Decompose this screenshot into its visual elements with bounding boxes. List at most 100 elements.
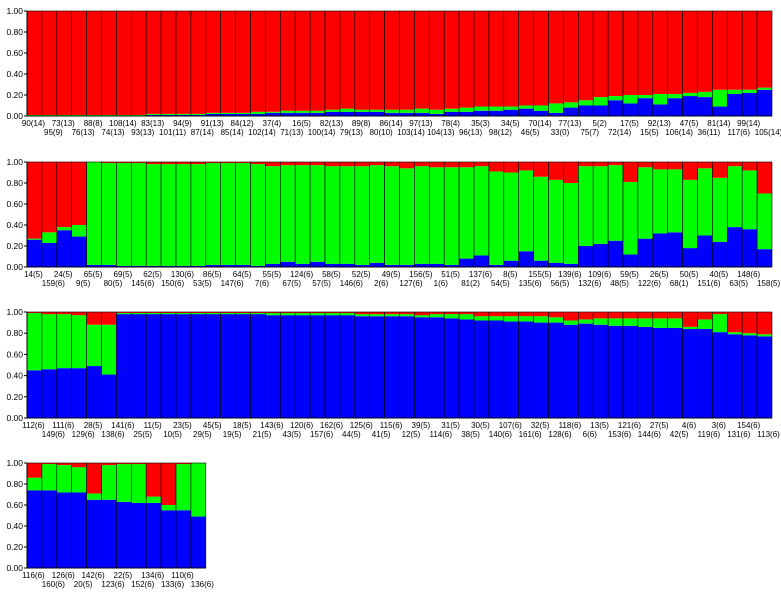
bar-segment-cluster-1 <box>250 314 266 418</box>
bar-segment-cluster-3 <box>518 162 534 171</box>
bar-segment-cluster-2 <box>742 170 758 230</box>
bar-segment-cluster-3 <box>503 162 519 173</box>
bar-segment-cluster-3 <box>27 162 42 239</box>
bar-segment-cluster-3 <box>176 162 191 165</box>
bar-segment-cluster-2 <box>727 332 743 335</box>
bar-segment-cluster-2 <box>176 113 191 115</box>
category-label: 10(5) <box>163 430 182 439</box>
bar-segment-cluster-3 <box>682 11 698 93</box>
bar-segment-cluster-3 <box>444 162 460 168</box>
bar-segment-cluster-1 <box>295 263 311 267</box>
y-tick-label: 0.00 <box>6 413 23 423</box>
bar-segment-cluster-3 <box>310 162 325 166</box>
bar-segment-cluster-3 <box>593 312 609 319</box>
category-label: 56(5) <box>551 279 570 288</box>
bar-segment-cluster-1 <box>518 321 534 418</box>
bar-segment-cluster-2 <box>474 106 489 111</box>
bar-segment-cluster-3 <box>488 162 504 172</box>
category-label: 23(5) <box>173 421 192 430</box>
bar-segment-cluster-2 <box>190 164 206 266</box>
y-tick-label: 1.00 <box>6 307 23 317</box>
bar-segment-cluster-1 <box>205 264 221 267</box>
bar-segment-cluster-3 <box>235 11 251 113</box>
panel-2: 14(5)159(6)24(5)9(5)65(5)80(5)69(5)145(6… <box>6 157 780 288</box>
bar-segment-cluster-2 <box>578 100 594 106</box>
bar-segment-cluster-2 <box>429 109 445 114</box>
category-label: 80(5) <box>104 279 123 288</box>
bar-segment-cluster-1 <box>488 264 504 267</box>
bar-segment-cluster-1 <box>474 320 489 418</box>
bar-segment-cluster-3 <box>399 162 415 169</box>
bar-segment-cluster-2 <box>578 166 594 246</box>
panel-1: 90(14)95(9)73(13)76(13)88(8)74(13)108(14… <box>6 6 781 137</box>
bar-segment-cluster-1 <box>429 317 445 418</box>
bar-segment-cluster-2 <box>667 169 683 233</box>
bar-segment-cluster-3 <box>27 463 42 478</box>
bar-segment-cluster-3 <box>116 463 132 465</box>
bar-segment-cluster-1 <box>429 263 445 267</box>
bar-segment-cluster-2 <box>518 316 534 322</box>
category-label: 82(13) <box>320 119 343 128</box>
bar-segment-cluster-1 <box>697 97 713 116</box>
bar-segment-cluster-1 <box>280 315 296 418</box>
bar-segment-cluster-3 <box>697 162 713 169</box>
bar-segment-cluster-3 <box>637 11 653 95</box>
category-label: 158(5) <box>757 279 780 288</box>
bar-segment-cluster-3 <box>325 162 340 167</box>
bar-segment-cluster-3 <box>667 162 683 170</box>
bar-segment-cluster-2 <box>325 313 340 316</box>
category-label: 86(14) <box>379 119 402 128</box>
bar-segment-cluster-1 <box>71 492 87 568</box>
bar-segment-cluster-1 <box>548 322 564 418</box>
bar-segment-cluster-1 <box>310 261 325 267</box>
bar-segment-cluster-2 <box>250 313 266 315</box>
category-label: 71(13) <box>280 128 303 137</box>
category-label: 132(6) <box>578 279 601 288</box>
category-label: 29(5) <box>193 430 212 439</box>
bar-segment-cluster-1 <box>757 89 772 116</box>
bar-segment-cluster-3 <box>220 312 236 314</box>
bar-segment-cluster-2 <box>56 114 72 116</box>
bar-segment-cluster-1 <box>563 324 579 418</box>
bar-segment-cluster-1 <box>146 114 162 116</box>
bar-segment-cluster-1 <box>548 112 564 116</box>
category-label: 121(6) <box>618 421 641 430</box>
bar-segment-cluster-3 <box>295 312 311 314</box>
category-label: 150(6) <box>161 279 184 288</box>
bar-segment-cluster-3 <box>205 11 221 113</box>
bar-segment-cluster-3 <box>712 312 728 315</box>
bar-segment-cluster-2 <box>71 114 87 116</box>
bar-segment-cluster-1 <box>444 318 460 418</box>
bar-segment-cluster-1 <box>71 236 87 267</box>
bar-segment-cluster-1 <box>444 111 460 116</box>
category-label: 12(5) <box>402 430 421 439</box>
bar-segment-cluster-3 <box>623 11 638 95</box>
category-label: 157(6) <box>310 430 333 439</box>
bar-segment-cluster-2 <box>354 314 370 317</box>
bar-segment-cluster-3 <box>354 312 370 315</box>
bar-segment-cluster-3 <box>146 463 162 497</box>
bar-segment-cluster-3 <box>429 312 445 315</box>
bar-segment-cluster-3 <box>757 11 772 88</box>
bar-segment-cluster-2 <box>101 324 117 375</box>
bar-segment-cluster-1 <box>727 227 743 267</box>
category-label: 3(6) <box>712 421 727 430</box>
bar-segment-cluster-2 <box>563 102 579 108</box>
bar-segment-cluster-3 <box>265 162 281 167</box>
bar-segment-cluster-1 <box>369 111 385 116</box>
bar-segment-cluster-3 <box>459 11 474 108</box>
bar-segment-cluster-3 <box>697 11 713 92</box>
bar-segment-cluster-2 <box>250 164 266 266</box>
bar-segment-cluster-2 <box>623 318 638 326</box>
bar-segment-cluster-3 <box>518 11 534 106</box>
category-label: 136(6) <box>191 580 214 589</box>
category-label: 80(10) <box>370 128 393 137</box>
bar-segment-cluster-1 <box>295 112 311 116</box>
bar-segment-cluster-2 <box>131 163 147 266</box>
category-label: 79(13) <box>340 128 363 137</box>
bar-segment-cluster-1 <box>608 240 623 267</box>
category-label: 137(6) <box>469 270 492 279</box>
bar-segment-cluster-1 <box>727 334 743 418</box>
bar-segment-cluster-2 <box>697 168 713 236</box>
bar-segment-cluster-2 <box>101 114 117 116</box>
